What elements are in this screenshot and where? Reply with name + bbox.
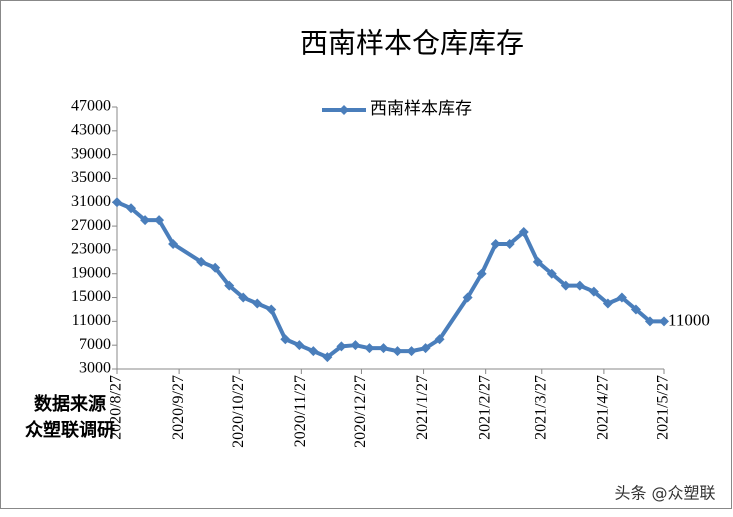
- y-tick-label: 43000: [71, 121, 111, 138]
- y-tick-label: 15000: [71, 288, 111, 305]
- data-label: 11000: [668, 310, 710, 329]
- y-tick-label: 3000: [79, 360, 111, 377]
- point: [168, 238, 179, 249]
- point: [560, 280, 571, 291]
- x-tick-label: 2020/8/27: [108, 375, 125, 440]
- point: [602, 298, 613, 309]
- point: [659, 316, 669, 327]
- point: [126, 203, 137, 214]
- point: [392, 346, 403, 357]
- point: [616, 292, 627, 303]
- point: [322, 352, 333, 363]
- point: [140, 215, 151, 226]
- point: [532, 256, 543, 267]
- x-tick-label: 2020/12/27: [352, 375, 369, 448]
- y-tick-label: 27000: [71, 217, 111, 234]
- point: [350, 340, 361, 351]
- y-tick-label: 11000: [72, 312, 111, 329]
- x-tick-label: 2021/4/27: [595, 375, 612, 440]
- x-tick-label: 2021/2/27: [476, 375, 493, 440]
- x-tick-label: 2020/9/27: [170, 375, 187, 440]
- x-tick-label: 2020/10/27: [230, 375, 247, 448]
- watermark: 头条 @众塑联: [614, 484, 715, 503]
- annotation: 众塑联调研: [25, 419, 115, 440]
- point: [280, 334, 291, 345]
- chart-title: 西南样本仓库库存: [300, 27, 524, 59]
- point: [434, 334, 445, 345]
- point: [630, 304, 641, 315]
- point: [252, 298, 263, 309]
- y-tick-label: 7000: [79, 336, 111, 353]
- point: [406, 346, 417, 357]
- y-tick-label: 23000: [71, 241, 111, 258]
- x-tick-label: 2021/1/27: [414, 375, 431, 440]
- point: [588, 286, 599, 297]
- annotation: 数据来源: [34, 393, 106, 414]
- point: [210, 262, 221, 273]
- point: [364, 343, 375, 354]
- x-tick-label: 2021/5/27: [655, 375, 672, 440]
- point: [462, 292, 473, 303]
- point: [224, 280, 235, 291]
- y-tick-label: 31000: [71, 193, 111, 210]
- point: [196, 256, 207, 267]
- point: [476, 268, 487, 279]
- point: [546, 268, 557, 279]
- point: [574, 280, 585, 291]
- point: [308, 346, 319, 357]
- y-tick-label: 35000: [71, 169, 111, 186]
- point: [644, 316, 655, 327]
- point: [378, 343, 389, 354]
- y-tick-label: 47000: [71, 98, 111, 115]
- y-tick-label: 19000: [71, 264, 111, 281]
- point: [504, 238, 515, 249]
- point: [112, 197, 122, 208]
- x-tick-label: 2021/3/27: [532, 375, 549, 440]
- point: [518, 227, 529, 238]
- x-tick-label: 2020/11/27: [292, 375, 309, 447]
- point: [336, 341, 347, 352]
- y-tick-label: 39000: [71, 145, 111, 162]
- point: [490, 238, 501, 249]
- legend-marker: [339, 105, 349, 115]
- legend-label: 西南样本库存: [370, 99, 472, 118]
- point: [266, 304, 277, 315]
- point: [420, 343, 431, 354]
- point: [154, 215, 165, 226]
- point: [294, 340, 305, 351]
- point: [238, 292, 249, 303]
